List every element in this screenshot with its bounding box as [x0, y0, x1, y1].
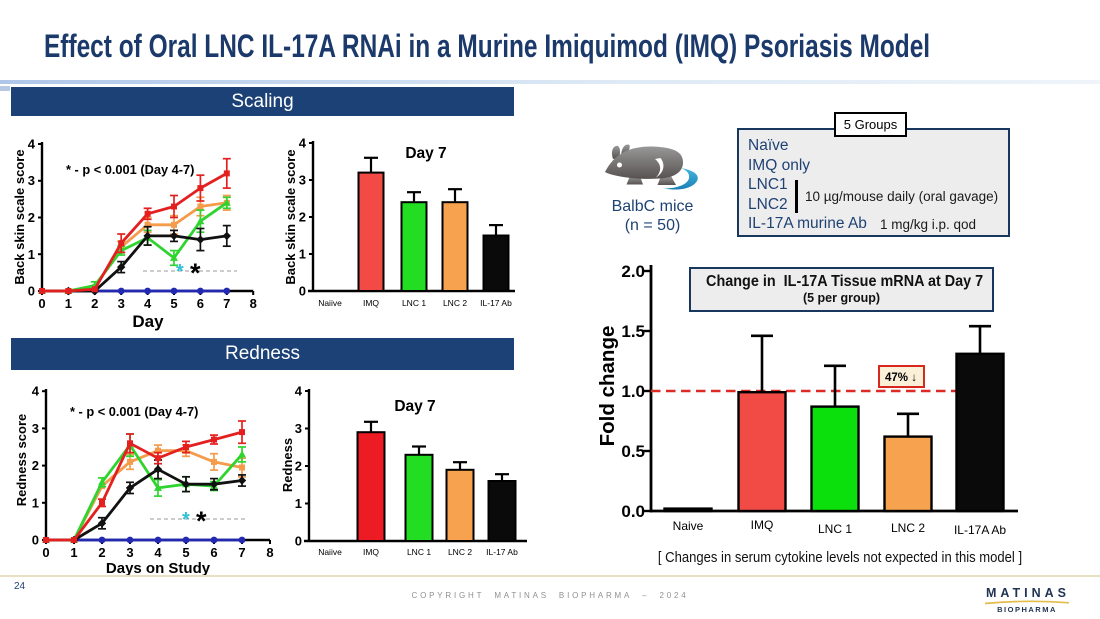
svg-text:1.0: 1.0	[621, 382, 645, 401]
svg-text:Redness score: Redness score	[14, 414, 29, 507]
svg-text:IL-17 Ab: IL-17 Ab	[486, 547, 518, 557]
svg-text:2: 2	[28, 210, 35, 225]
svg-text:2: 2	[91, 296, 98, 311]
svg-text:2: 2	[32, 458, 39, 473]
svg-text:0.5: 0.5	[621, 442, 645, 461]
svg-text:LNC 1: LNC 1	[407, 547, 431, 557]
svg-text:7: 7	[223, 296, 230, 311]
svg-text:3: 3	[28, 173, 35, 188]
svg-text:6: 6	[210, 545, 217, 560]
svg-text:IL-17 Ab: IL-17 Ab	[480, 298, 512, 308]
svg-text:4: 4	[144, 296, 152, 311]
svg-text:LNC 2: LNC 2	[448, 547, 472, 557]
svg-text:1: 1	[28, 247, 35, 262]
svg-text:4: 4	[154, 545, 162, 560]
svg-text:0: 0	[299, 284, 306, 299]
svg-text:0: 0	[38, 296, 45, 311]
svg-text:*: *	[196, 506, 207, 536]
svg-text:0: 0	[42, 545, 49, 560]
svg-text:* - p < 0.001 (Day 4-7): * - p < 0.001 (Day 4-7)	[66, 162, 194, 177]
svg-text:1: 1	[70, 545, 77, 560]
svg-text:Naive: Naive	[673, 519, 704, 533]
svg-text:Naiive: Naiive	[318, 547, 342, 557]
svg-text:LNC 1: LNC 1	[402, 298, 426, 308]
svg-text:0: 0	[295, 534, 302, 549]
svg-text:4: 4	[295, 384, 303, 399]
svg-text:2: 2	[299, 210, 306, 225]
svg-text:0: 0	[28, 284, 35, 299]
svg-text:3: 3	[295, 421, 302, 436]
svg-text:*: *	[176, 261, 184, 283]
svg-text:Back skin scale score: Back skin scale score	[283, 149, 298, 284]
svg-text:* - p < 0.001 (Day 4-7): * - p < 0.001 (Day 4-7)	[70, 404, 198, 419]
svg-text:2: 2	[295, 459, 302, 474]
svg-text:Day 7: Day 7	[394, 398, 435, 415]
svg-text:3: 3	[32, 421, 39, 436]
svg-text:0.0: 0.0	[621, 502, 645, 521]
svg-text:1: 1	[299, 247, 306, 262]
svg-text:47% ↓: 47% ↓	[885, 372, 917, 384]
svg-text:7: 7	[238, 545, 245, 560]
svg-text:0: 0	[32, 533, 39, 548]
svg-text:IMQ: IMQ	[363, 298, 379, 308]
svg-text:3: 3	[126, 545, 133, 560]
svg-text:Days on Study: Days on Study	[106, 560, 211, 577]
svg-text:8: 8	[250, 296, 257, 311]
svg-text:1: 1	[32, 495, 39, 510]
svg-text:5: 5	[182, 545, 189, 560]
svg-text:4: 4	[28, 137, 36, 152]
svg-text:LNC 1: LNC 1	[818, 522, 852, 536]
svg-text:IMQ: IMQ	[363, 547, 379, 557]
svg-text:5: 5	[170, 296, 177, 311]
svg-text:Back skin scale score: Back skin scale score	[12, 149, 27, 284]
svg-text:LNC 2: LNC 2	[443, 298, 467, 308]
svg-text:LNC 2: LNC 2	[891, 521, 925, 535]
svg-text:Naiive: Naiive	[318, 298, 342, 308]
svg-text:1: 1	[65, 296, 72, 311]
svg-text:6: 6	[197, 296, 204, 311]
svg-text:Redness: Redness	[280, 438, 295, 492]
svg-text:1: 1	[295, 496, 302, 511]
svg-text:8: 8	[266, 545, 273, 560]
svg-text:IL-17A Ab: IL-17A Ab	[954, 523, 1006, 537]
svg-text:3: 3	[299, 173, 306, 188]
svg-text:4: 4	[32, 384, 40, 399]
svg-text:Day 7: Day 7	[405, 145, 446, 162]
svg-text:4: 4	[299, 136, 307, 151]
svg-text:*: *	[182, 509, 190, 531]
svg-text:IMQ: IMQ	[751, 518, 774, 532]
svg-text:2.0: 2.0	[621, 262, 645, 281]
svg-text:1.5: 1.5	[621, 322, 645, 341]
svg-text:Fold change: Fold change	[596, 326, 619, 447]
svg-text:Day: Day	[132, 312, 164, 331]
svg-text:*: *	[190, 258, 201, 288]
svg-text:2: 2	[98, 545, 105, 560]
svg-text:3: 3	[118, 296, 125, 311]
